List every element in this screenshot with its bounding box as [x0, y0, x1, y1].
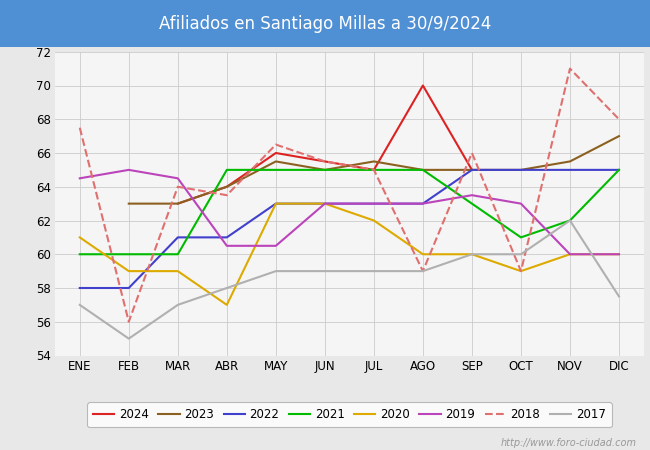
2021	[272, 167, 280, 172]
2023	[566, 159, 574, 164]
2020	[223, 302, 231, 308]
2022	[321, 201, 329, 206]
2019	[321, 201, 329, 206]
2018	[174, 184, 182, 189]
2023	[419, 167, 427, 172]
Line: 2017: 2017	[80, 220, 619, 338]
2017	[321, 268, 329, 274]
2020	[125, 268, 133, 274]
2020	[174, 268, 182, 274]
2017	[419, 268, 427, 274]
2021	[321, 167, 329, 172]
2017	[468, 252, 476, 257]
2019	[370, 201, 378, 206]
2018	[419, 268, 427, 274]
2017	[566, 218, 574, 223]
2021	[125, 252, 133, 257]
Text: http://www.foro-ciudad.com: http://www.foro-ciudad.com	[501, 438, 637, 448]
2020	[419, 252, 427, 257]
2022	[76, 285, 84, 291]
2022	[468, 167, 476, 172]
2017	[76, 302, 84, 308]
Line: 2018: 2018	[80, 68, 619, 322]
Line: 2019: 2019	[80, 170, 619, 254]
2018	[321, 159, 329, 164]
2020	[76, 235, 84, 240]
2017	[223, 285, 231, 291]
2020	[272, 201, 280, 206]
2023	[125, 201, 133, 206]
2018	[615, 117, 623, 122]
2018	[566, 66, 574, 71]
2018	[468, 150, 476, 156]
2017	[370, 268, 378, 274]
2021	[566, 218, 574, 223]
2017	[615, 294, 623, 299]
2023	[615, 133, 623, 139]
2019	[76, 176, 84, 181]
2021	[419, 167, 427, 172]
2019	[419, 201, 427, 206]
Line: 2022: 2022	[80, 170, 619, 288]
2017	[517, 252, 525, 257]
2021	[370, 167, 378, 172]
2018	[125, 319, 133, 324]
2023	[370, 159, 378, 164]
2022	[125, 285, 133, 291]
2020	[370, 218, 378, 223]
2020	[468, 252, 476, 257]
2018	[517, 268, 525, 274]
2018	[272, 142, 280, 147]
2022	[174, 235, 182, 240]
2022	[272, 201, 280, 206]
2019	[272, 243, 280, 248]
2020	[321, 201, 329, 206]
2021	[468, 201, 476, 206]
Legend: 2024, 2023, 2022, 2021, 2020, 2019, 2018, 2017: 2024, 2023, 2022, 2021, 2020, 2019, 2018…	[87, 402, 612, 427]
2019	[566, 252, 574, 257]
2017	[125, 336, 133, 341]
2020	[615, 252, 623, 257]
2023	[174, 201, 182, 206]
2019	[174, 176, 182, 181]
2019	[223, 243, 231, 248]
2021	[174, 252, 182, 257]
2019	[125, 167, 133, 172]
2021	[76, 252, 84, 257]
2020	[517, 268, 525, 274]
2023	[517, 167, 525, 172]
Text: Afiliados en Santiago Millas a 30/9/2024: Afiliados en Santiago Millas a 30/9/2024	[159, 14, 491, 33]
2019	[517, 201, 525, 206]
2019	[468, 193, 476, 198]
2022	[566, 167, 574, 172]
Line: 2020: 2020	[80, 203, 619, 305]
2021	[517, 235, 525, 240]
Line: 2021: 2021	[80, 170, 619, 254]
2023	[321, 167, 329, 172]
2020	[566, 252, 574, 257]
2017	[272, 268, 280, 274]
2018	[370, 167, 378, 172]
2018	[223, 193, 231, 198]
2021	[615, 167, 623, 172]
2023	[468, 167, 476, 172]
2022	[615, 167, 623, 172]
2023	[223, 184, 231, 189]
2021	[223, 167, 231, 172]
2018	[76, 125, 84, 130]
2022	[517, 167, 525, 172]
Line: 2023: 2023	[129, 136, 619, 203]
2022	[419, 201, 427, 206]
2017	[174, 302, 182, 308]
2023	[272, 159, 280, 164]
2019	[615, 252, 623, 257]
2022	[370, 201, 378, 206]
2022	[223, 235, 231, 240]
